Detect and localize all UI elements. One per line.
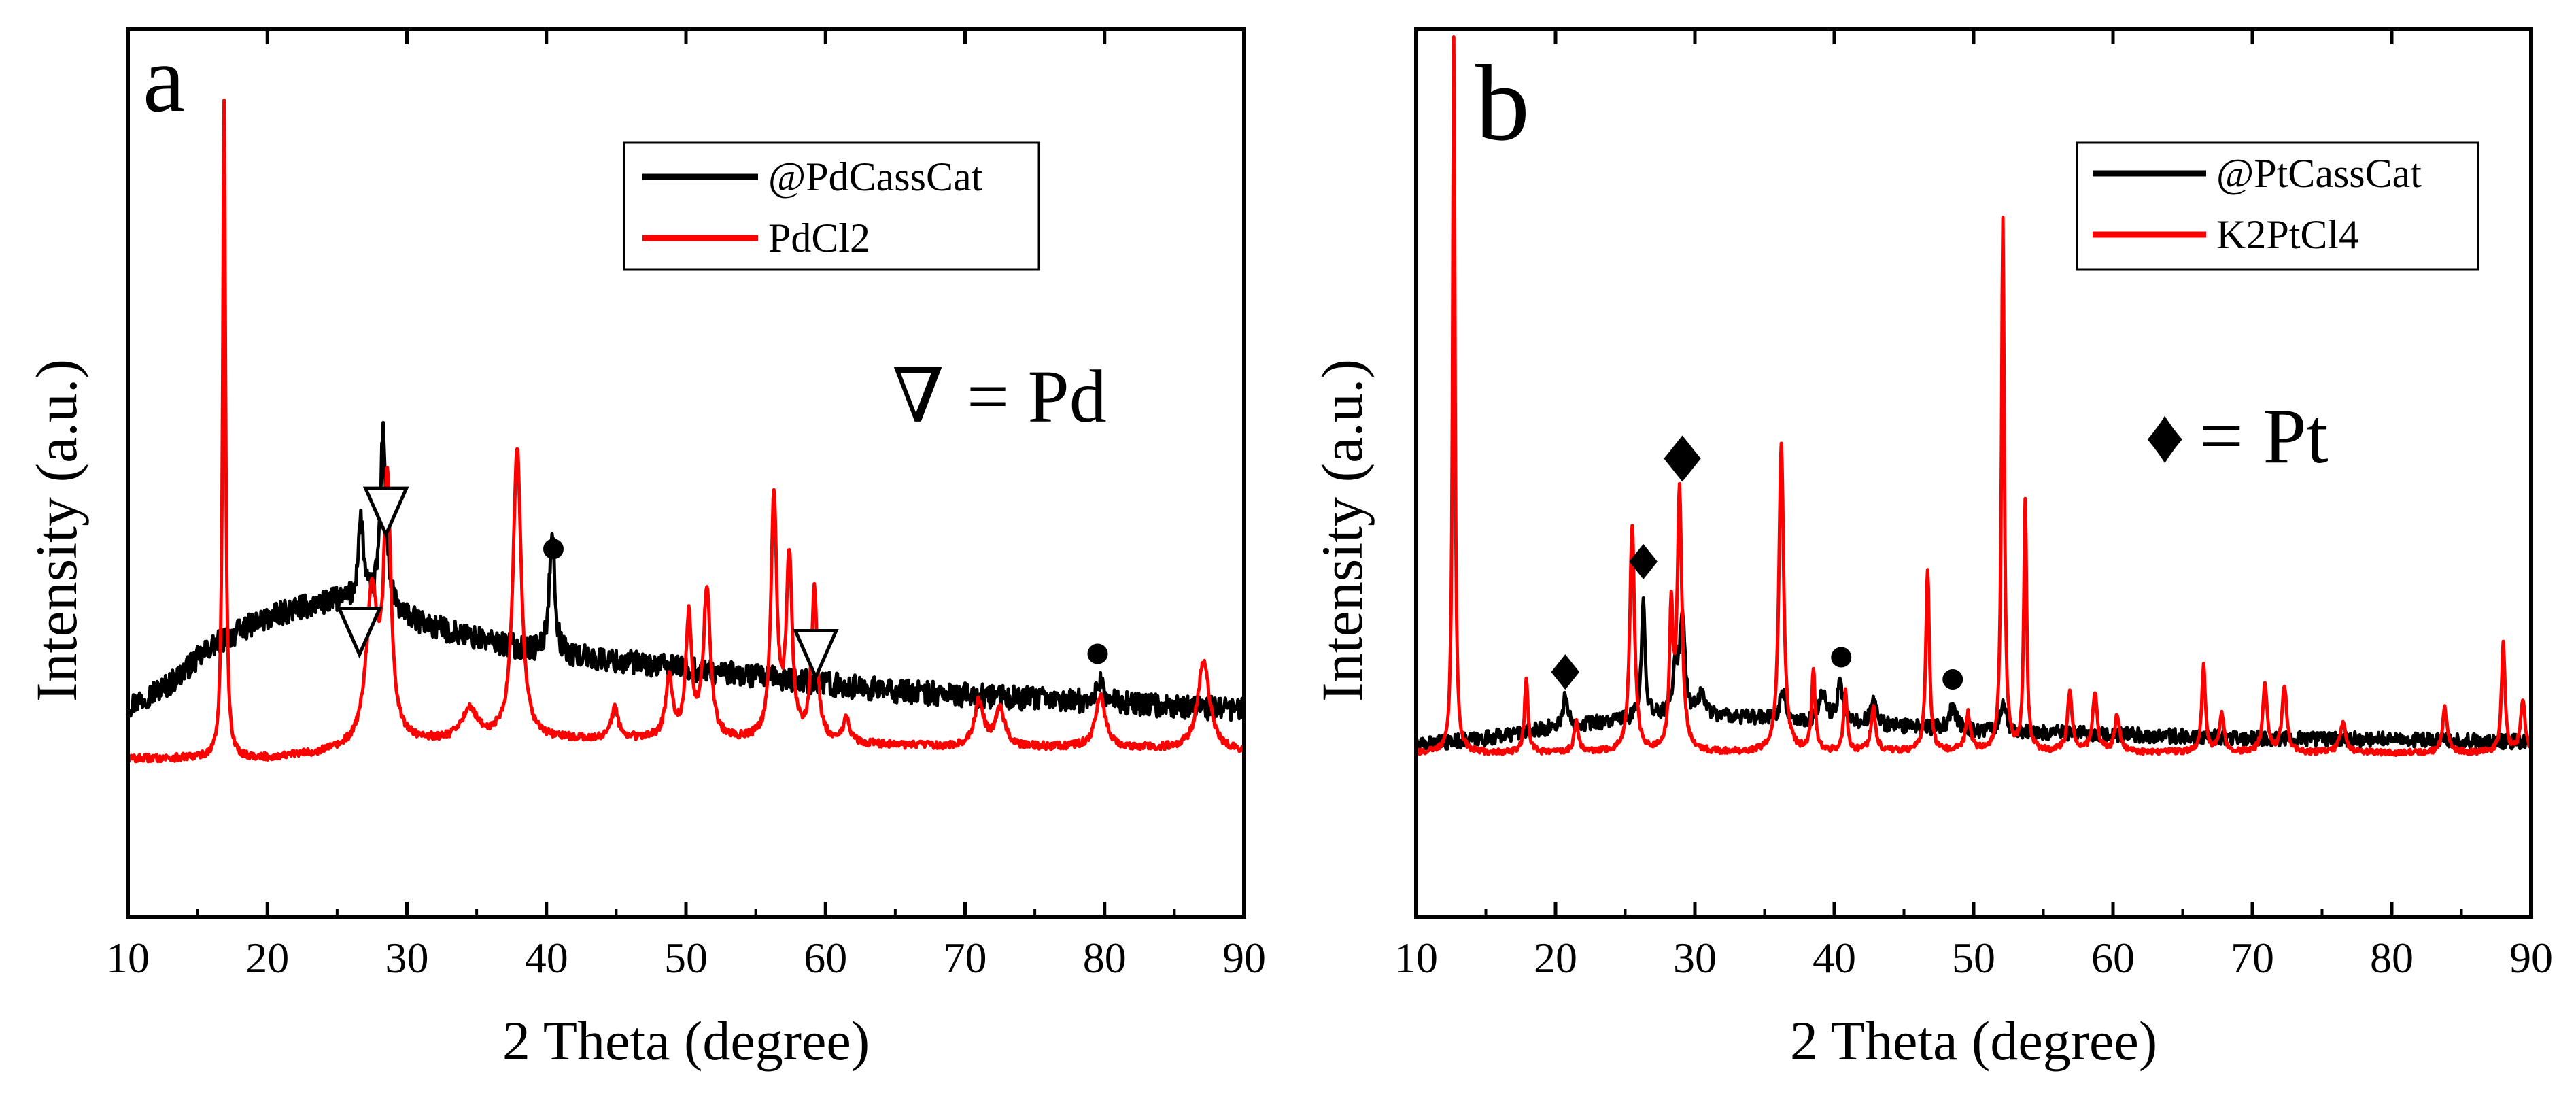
panel-b-series <box>1414 35 2533 757</box>
panel-b-x-tick-label-30: 30 <box>1673 934 1717 982</box>
panel-b-y-axis-title: Intensity (a.u.) <box>1309 359 1375 702</box>
panel-b-marker-diamond-0 <box>1551 654 1580 690</box>
panel-a-legend-label-pdcasscat: @PdCassCat <box>768 154 983 199</box>
panel-b-marker-diamond-2 <box>1664 435 1701 482</box>
panel-b-label: b <box>1475 42 1530 163</box>
panel-a-legend: @PdCassCat PdCl2 <box>623 141 1040 271</box>
panel-a-label: a <box>143 27 185 132</box>
panel-b-x-tick-label-90: 90 <box>2509 934 2553 982</box>
panel-a-x-axis-title: 2 Theta (degree) <box>502 1010 870 1072</box>
panel-a-key-text: = Pd <box>967 355 1107 438</box>
panel-b-legend-box <box>2076 141 2479 271</box>
panel-a-x-tick-label-50: 50 <box>664 934 708 982</box>
panel-b-x-tick-label-10: 10 <box>1394 934 1438 982</box>
panel-b-key-symbol: ♦ <box>2145 393 2185 479</box>
panel-b-marker-diamond-1 <box>1629 543 1658 579</box>
panel-a-x-tick-label-30: 30 <box>385 934 429 982</box>
panel-a-marker-triangle-down-0 <box>336 606 383 659</box>
panel-a-key-symbol: ∇ <box>892 355 944 438</box>
panel-b-markers <box>1551 435 1963 690</box>
panel-a-x-tick-label-40: 40 <box>525 934 568 982</box>
panel-b-x-tick-label-50: 50 <box>1952 934 1995 982</box>
panel-b: 10 20 30 40 50 60 70 80 90 b @PtCassCat K2PtCl4 … <box>1309 27 2553 1072</box>
panel-b-x-tick-label-60: 60 <box>2091 934 2135 982</box>
panel-b-marker-circle-4 <box>1942 668 1963 690</box>
panel-b-x-tick-label-40: 40 <box>1813 934 1856 982</box>
panel-a: 10 20 30 40 50 60 70 80 90 a @PdCassCat PdCl2 ∇ … <box>24 27 1266 1072</box>
panel-a-series <box>126 98 1246 764</box>
panel-a-x-tick-label-90: 90 <box>1222 934 1266 982</box>
panel-a-x-tick-label-20: 20 <box>245 934 289 982</box>
panel-b-legend-label-ptcasscat: @PtCassCat <box>2216 151 2422 196</box>
panel-a-x-tick-label-70: 70 <box>944 934 987 982</box>
panel-b-key-text: = Pt <box>2199 393 2329 479</box>
panel-a-marker-circle-3 <box>543 539 564 560</box>
panel-b-x-tick-label-70: 70 <box>2231 934 2274 982</box>
panel-a-marker-triangle-down-1 <box>362 486 409 539</box>
panel-b-series-k2ptcl4 <box>1414 35 2532 757</box>
panel-a-x-ticks: 10 20 30 40 50 60 70 80 90 <box>106 29 1266 982</box>
panel-a-x-tick-label-60: 60 <box>804 934 847 982</box>
panel-b-x-tick-label-80: 80 <box>2370 934 2414 982</box>
panel-b-x-axis-title: 2 Theta (degree) <box>1790 1010 2157 1072</box>
panel-a-legend-label-pdcl2: PdCl2 <box>768 216 870 260</box>
panel-b-x-tick-label-20: 20 <box>1534 934 1577 982</box>
panel-b-legend: @PtCassCat K2PtCl4 <box>2076 141 2479 271</box>
panel-a-x-tick-label-80: 80 <box>1083 934 1127 982</box>
panel-b-legend-label-k2ptcl4: K2PtCl4 <box>2216 212 2359 257</box>
panel-a-series-pdcl2 <box>126 98 1246 764</box>
panel-a-legend-box <box>623 141 1040 271</box>
panel-a-y-axis-title: Intensity (a.u.) <box>24 359 89 702</box>
panel-b-marker-circle-3 <box>1831 647 1852 668</box>
panel-b-x-ticks: 10 20 30 40 50 60 70 80 90 <box>1394 29 2553 982</box>
panel-a-x-tick-label-10: 10 <box>106 934 150 982</box>
panel-a-markers <box>336 486 1108 681</box>
panel-a-marker-circle-4 <box>1087 643 1108 664</box>
panel-a-marker-triangle-down-2 <box>793 629 839 681</box>
